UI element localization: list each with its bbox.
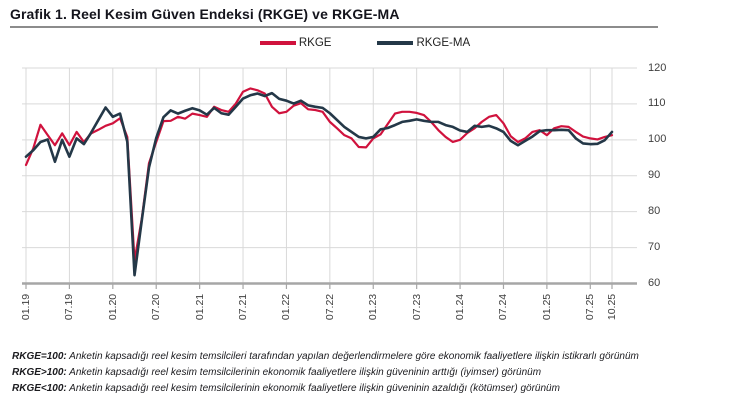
footnote-lead: RKGE>100:	[12, 367, 67, 378]
y-tick-label: 70	[648, 241, 661, 254]
y-tick-label: 60	[648, 277, 661, 289]
title-underline	[10, 26, 658, 28]
rkge-line-swatch	[259, 41, 296, 45]
x-tick-label: 01.21	[193, 293, 206, 321]
footnote-text: Anketin kapsadığı reel kesim temsilciler…	[69, 383, 560, 394]
x-tick-label: 10.25	[605, 293, 618, 321]
footnote-line: RKGE>100: Anketin kapsadığı reel kesim t…	[12, 365, 724, 381]
legend-label-rkge-ma: RKGE-MA	[416, 37, 471, 49]
footnote-text: Anketin kapsadığı reel kesim temsilciler…	[69, 367, 542, 378]
chart-legend: RKGE RKGE-MA	[0, 34, 730, 52]
page-title: Grafik 1. Reel Kesim Güven Endeksi (RKGE…	[10, 6, 400, 22]
footnotes: RKGE=100: Anketin kapsadığı reel kesim t…	[12, 349, 724, 397]
y-tick-label: 90	[648, 169, 661, 182]
x-tick-label: 07.23	[410, 293, 423, 321]
y-tick-label: 120	[648, 61, 667, 74]
footnote-lead: RKGE<100:	[12, 383, 67, 394]
y-tick-label: 110	[648, 97, 666, 110]
legend-item-rkge: RKGE	[259, 37, 332, 49]
footnote-line: RKGE=100: Anketin kapsadığı reel kesim t…	[12, 349, 724, 365]
legend-item-rkge-ma: RKGE-MA	[377, 37, 470, 49]
footnote-text: Anketin kapsadığı reel kesim temsilciler…	[69, 351, 639, 362]
x-tick-label: 01.25	[540, 293, 553, 321]
x-tick-label: 01.23	[367, 293, 380, 321]
x-tick-label: 01.24	[454, 293, 467, 321]
x-tick-label: 07.21	[237, 293, 250, 321]
legend-label-rkge: RKGE	[298, 37, 332, 49]
rkge-ma-line-swatch	[377, 41, 414, 45]
footnote-line: RKGE<100: Anketin kapsadığı reel kesim t…	[12, 381, 724, 397]
rkge-ma-line	[24, 91, 614, 277]
rkge-line	[24, 87, 614, 262]
x-tick-label: 07.24	[497, 293, 510, 321]
x-tick-label: 07.19	[63, 293, 76, 321]
x-tick-label: 07.22	[323, 293, 336, 321]
x-tick-label: 01.22	[280, 293, 293, 321]
line-chart	[22, 67, 637, 289]
x-tick-label: 07.20	[150, 293, 163, 321]
y-tick-label: 80	[648, 205, 661, 218]
x-tick-label: 01.20	[106, 293, 119, 321]
plot-area	[22, 62, 640, 294]
x-tick-label: 01.19	[20, 293, 32, 321]
footnote-lead: RKGE=100:	[12, 351, 67, 362]
y-tick-label: 100	[648, 133, 667, 146]
